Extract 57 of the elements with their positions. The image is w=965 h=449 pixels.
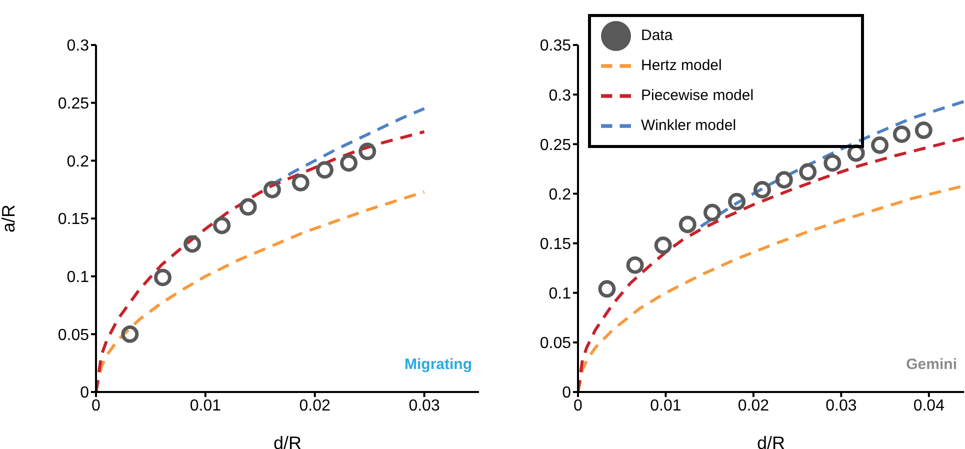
point xyxy=(239,198,257,216)
y-tick-label: 0.3 xyxy=(66,38,90,55)
point xyxy=(598,280,616,298)
point xyxy=(753,181,771,198)
legend-label: Hertz model xyxy=(641,57,722,74)
point xyxy=(703,204,721,222)
x-tick-label: 0.01 xyxy=(190,397,222,414)
point xyxy=(678,216,696,234)
y-tick-label: 0.35 xyxy=(540,38,572,55)
x-axis-title: d/R xyxy=(273,433,302,449)
y-tick-label: 0.1 xyxy=(548,286,572,303)
legend-label: Winkler model xyxy=(641,117,736,134)
point xyxy=(728,192,746,210)
x-tick-label: 0 xyxy=(92,397,101,414)
point xyxy=(892,125,910,143)
point xyxy=(358,142,376,160)
point xyxy=(213,216,231,234)
x-tick-label: 0.01 xyxy=(650,397,682,414)
annotation: Migrating xyxy=(404,356,472,373)
point xyxy=(799,163,817,181)
legend-label: Data xyxy=(641,27,673,44)
x-tick-label: 0 xyxy=(574,397,583,414)
y-tick-label: 0 xyxy=(80,384,90,402)
point xyxy=(626,256,644,274)
x-tick-label: 0.03 xyxy=(826,397,857,414)
x-axis-title: d/R xyxy=(756,433,786,449)
legend-label: Piecewise model xyxy=(641,87,754,104)
y-axis-title: a/R xyxy=(0,204,18,233)
point xyxy=(263,180,281,198)
point xyxy=(184,235,202,253)
y-tick-label: 0.05 xyxy=(58,326,90,344)
y-tick-label: 0 xyxy=(562,384,572,402)
point xyxy=(292,174,310,192)
point xyxy=(121,325,139,343)
point xyxy=(775,171,793,189)
x-tick-label: 0.04 xyxy=(913,397,945,414)
y-tick-label: 0.2 xyxy=(66,153,90,170)
y-tick-label: 0.1 xyxy=(66,269,90,286)
point xyxy=(871,136,889,154)
annotation: Gemini xyxy=(906,356,957,373)
point xyxy=(824,154,842,172)
point xyxy=(654,236,672,254)
y-tick-label: 0.05 xyxy=(540,335,572,352)
point xyxy=(154,268,172,286)
y-tick-label: 0.25 xyxy=(58,96,90,113)
point xyxy=(847,144,865,162)
x-tick-label: 0.02 xyxy=(299,397,331,414)
point xyxy=(316,161,334,179)
x-tick-label: 0.03 xyxy=(408,397,440,414)
y-tick-label: 0.15 xyxy=(58,211,90,228)
y-tick-label: 0.3 xyxy=(548,87,572,104)
point xyxy=(914,122,932,140)
x-tick-label: 0.02 xyxy=(738,397,770,414)
y-tick-label: 0.15 xyxy=(540,236,572,253)
y-tick-label: 0.2 xyxy=(548,186,572,204)
point xyxy=(340,154,358,172)
y-tick-label: 0.25 xyxy=(540,136,572,154)
